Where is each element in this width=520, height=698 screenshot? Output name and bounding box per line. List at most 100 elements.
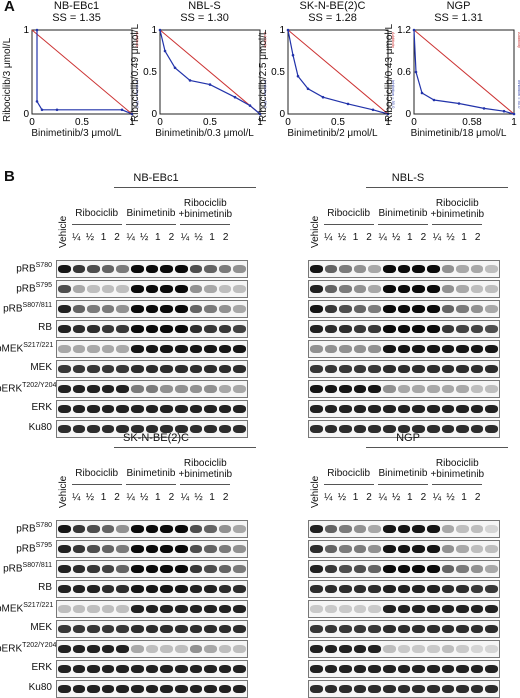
y-tick-label: 0.5 (143, 67, 157, 78)
blot-strip (56, 660, 248, 678)
band (233, 525, 246, 533)
additivity-line (159, 29, 261, 115)
band (339, 625, 352, 633)
y-axis-label: Ribociclib/0.43 μmol/L (384, 23, 395, 122)
band (218, 385, 232, 393)
band (339, 665, 352, 673)
band (218, 305, 232, 313)
panel-a-letter: A (4, 0, 15, 15)
band (456, 405, 469, 413)
additivity-side-label: Additivity (135, 32, 139, 48)
cell-line-title: SK-N-BE(2)C (122, 432, 189, 444)
additivity-line (31, 29, 133, 115)
band (397, 345, 411, 353)
dose-label: ¼ (432, 492, 442, 503)
dose-label: ½ (446, 492, 455, 503)
blot-strip (308, 380, 500, 398)
band (485, 385, 498, 393)
band (101, 345, 115, 353)
band (383, 425, 396, 433)
band (324, 265, 338, 273)
band (353, 685, 367, 693)
band (116, 265, 130, 273)
band (441, 665, 455, 673)
band (204, 585, 217, 593)
y-axis-label: Ribociclib/2.5 μmol/L (258, 29, 269, 122)
band (145, 645, 159, 653)
band (426, 365, 440, 373)
band (233, 285, 246, 293)
band (174, 385, 188, 393)
curve-point (35, 100, 39, 103)
band (189, 545, 203, 553)
band (218, 585, 232, 593)
inhibition-side-label: Inhibition = 50.0 (391, 80, 395, 109)
band (324, 285, 338, 293)
band (101, 685, 115, 693)
band (339, 605, 352, 613)
band (353, 565, 367, 573)
band (58, 625, 71, 633)
blot-strip (56, 420, 248, 438)
band (412, 305, 425, 313)
band (368, 525, 382, 533)
band (441, 645, 455, 653)
band (339, 365, 352, 373)
curve-point (457, 102, 461, 105)
band (383, 685, 396, 693)
band (160, 325, 173, 333)
band (218, 605, 232, 613)
band (145, 405, 159, 413)
band (233, 545, 246, 553)
band (426, 565, 440, 573)
band (218, 565, 232, 573)
band (58, 565, 71, 573)
band (368, 305, 382, 313)
band (116, 405, 130, 413)
band (116, 305, 130, 313)
treatment-group-rule (71, 484, 122, 485)
band (485, 545, 498, 553)
band (160, 285, 173, 293)
treatment-group-label: Ribociclib (327, 468, 371, 479)
cell-line-rule (366, 447, 508, 448)
cell-line-title: NBL-S (391, 172, 425, 184)
band (145, 625, 159, 633)
band (145, 545, 159, 553)
band (339, 385, 352, 393)
protein-row-label: ERK (31, 662, 52, 673)
band (72, 585, 86, 593)
blot-strip (308, 400, 500, 418)
band (116, 285, 130, 293)
band (101, 585, 115, 593)
dose-label: 1 (155, 492, 161, 503)
band (441, 625, 455, 633)
band (310, 385, 323, 393)
curve-point (120, 108, 124, 112)
x-tick-label: 1 (385, 117, 391, 128)
band (233, 365, 246, 373)
band (116, 365, 130, 373)
band (310, 345, 323, 353)
band (218, 625, 232, 633)
band (189, 285, 203, 293)
band (397, 385, 411, 393)
band (218, 325, 232, 333)
band (131, 645, 144, 653)
band (116, 345, 130, 353)
band (189, 405, 203, 413)
band (58, 665, 71, 673)
dose-label: ½ (194, 232, 203, 243)
band (116, 625, 130, 633)
band (339, 645, 352, 653)
band (426, 405, 440, 413)
isobole-curve (413, 29, 515, 115)
protein-row-label: RB (38, 322, 52, 333)
band (441, 305, 455, 313)
x-tick-label: 0 (157, 117, 163, 128)
band (87, 285, 100, 293)
band (174, 585, 188, 593)
dose-label: ½ (194, 492, 203, 503)
band (412, 645, 425, 653)
blot-strip (308, 640, 500, 658)
